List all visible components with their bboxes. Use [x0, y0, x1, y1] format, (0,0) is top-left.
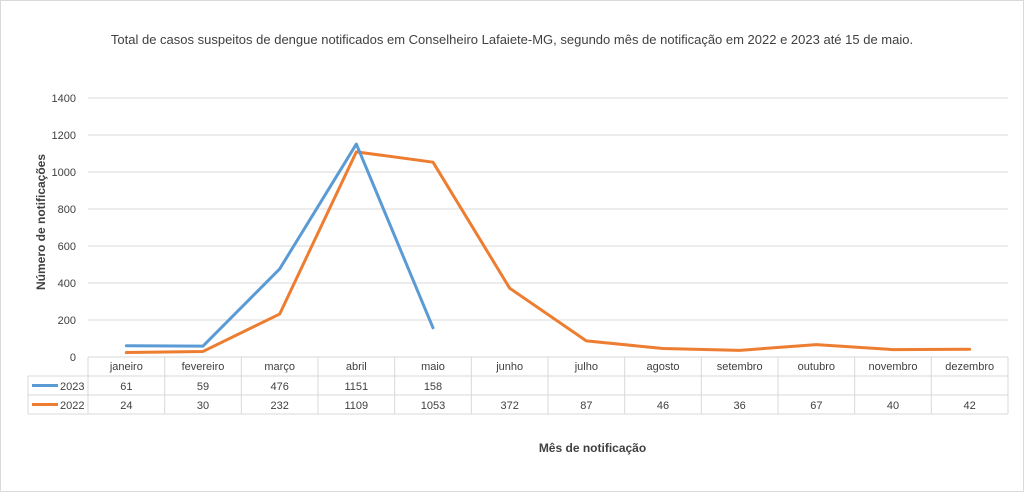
data-label: 46 [657, 400, 669, 412]
series-line-2022 [124, 150, 972, 355]
data-label: 40 [887, 400, 899, 412]
y-tick-label: 800 [58, 204, 76, 216]
data-label: 372 [500, 400, 518, 412]
x-tick-label: janeiro [109, 361, 143, 373]
x-axis-label: Mês de notificação [538, 441, 647, 455]
x-tick-label: junho [495, 361, 523, 373]
x-tick-label: abril [346, 361, 367, 373]
x-tick-label: dezembro [945, 361, 994, 373]
y-tick-label: 0 [70, 352, 76, 364]
data-label: 1151 [345, 381, 369, 393]
x-tick-label: agosto [646, 361, 679, 373]
data-label: 232 [270, 400, 288, 412]
data-label: 61 [120, 381, 132, 393]
y-tick-label: 1400 [52, 93, 76, 105]
data-label: 158 [424, 381, 442, 393]
data-label: 42 [964, 400, 976, 412]
y-tick-label: 200 [58, 315, 76, 327]
series-line-2023 [124, 142, 435, 348]
data-label: 24 [120, 400, 132, 412]
x-tick-label: maio [421, 361, 445, 373]
x-tick-label: novembro [869, 361, 918, 373]
x-tick-label: julho [574, 361, 598, 373]
data-label: 1053 [421, 400, 445, 412]
data-label: 1109 [345, 400, 369, 412]
x-tick-label: outubro [798, 361, 835, 373]
y-tick-label: 400 [58, 278, 76, 290]
data-label: 30 [197, 400, 209, 412]
legend-entry: 2022 [60, 400, 84, 412]
data-label: 36 [734, 400, 746, 412]
x-tick-label: março [264, 361, 295, 373]
data-label: 87 [580, 400, 592, 412]
y-tick-label: 1000 [52, 167, 76, 179]
x-tick-label: setembro [717, 361, 763, 373]
legend-entry: 2023 [60, 381, 84, 393]
chart-title: Total de casos suspeitos de dengue notif… [110, 32, 914, 47]
data-label: 67 [810, 400, 822, 412]
x-tick-label: fevereiro [182, 361, 225, 373]
y-tick-label: 600 [58, 241, 76, 253]
data-label: 476 [270, 381, 288, 393]
y-tick-label: 1200 [52, 130, 76, 142]
data-label: 59 [197, 381, 209, 393]
